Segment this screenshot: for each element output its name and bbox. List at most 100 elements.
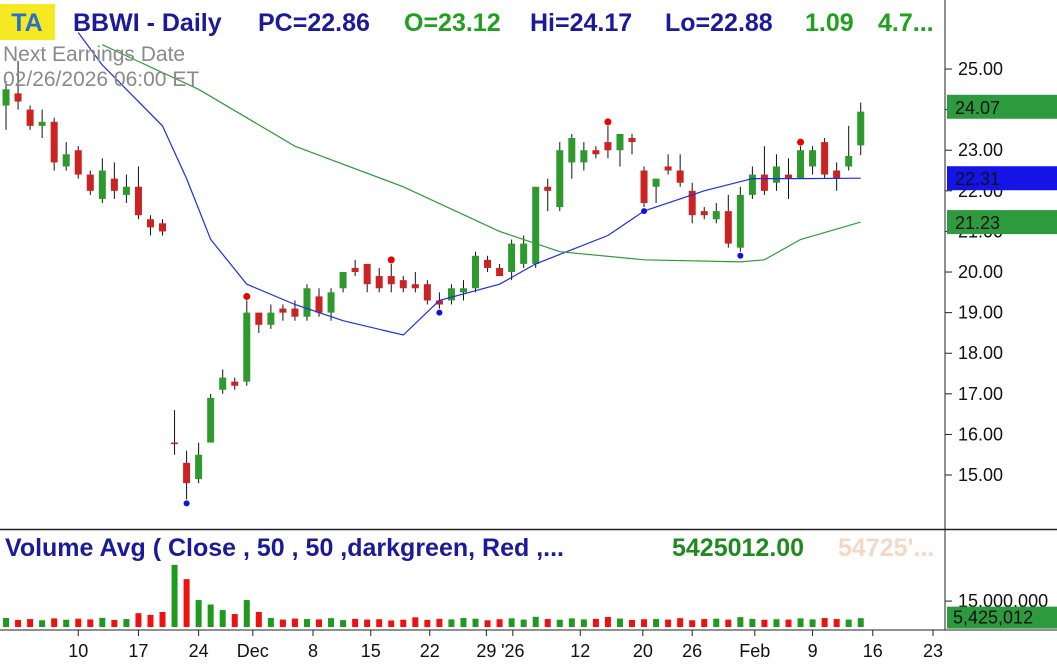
low-marker: [737, 252, 744, 259]
volume-bar: [749, 618, 756, 627]
candle-body: [821, 142, 829, 175]
volume-bar: [255, 611, 262, 627]
volume-bar: [111, 619, 118, 627]
candle-body: [833, 170, 841, 179]
candle-body: [351, 267, 359, 273]
price-plot: [2, 32, 865, 507]
x-tick-label: 26: [682, 641, 702, 661]
low-marker: [641, 208, 648, 215]
volume-bar: [629, 619, 636, 627]
volume-bar: [171, 564, 178, 627]
volume-bar: [51, 618, 58, 627]
volume-bar: [725, 619, 732, 627]
candle-body: [748, 174, 756, 195]
candle-body: [628, 138, 636, 143]
volume-bar: [689, 620, 696, 627]
high-marker: [797, 138, 805, 146]
candle-body: [640, 170, 648, 204]
candle-body: [712, 211, 720, 220]
candle-body: [327, 292, 335, 313]
header-stat: O=23.12: [404, 9, 501, 37]
low-marker: [436, 309, 443, 316]
chart-title: BBWI - Daily: [73, 9, 222, 37]
candle-body: [14, 93, 22, 102]
volume-bar: [328, 618, 335, 627]
volume-bar: [737, 617, 744, 627]
volume-bar: [556, 619, 563, 627]
price-flag-label: 21.23: [955, 213, 1000, 233]
x-tick-label: 22: [420, 641, 440, 661]
high-marker: [604, 118, 612, 126]
volume-bar: [448, 619, 455, 627]
candle-body: [387, 276, 395, 285]
volume-bar: [713, 618, 720, 627]
high-marker: [387, 256, 395, 264]
candle-body: [568, 138, 576, 163]
volume-bar: [75, 618, 82, 627]
volume-bar: [243, 600, 250, 627]
x-tick-label: Dec: [237, 641, 269, 661]
candle-body: [724, 211, 732, 244]
candle-body: [604, 142, 612, 151]
candle-body: [736, 194, 744, 248]
candle-body: [532, 186, 540, 264]
volume-bar: [123, 619, 130, 627]
candle-body: [146, 219, 154, 228]
candle-body: [231, 381, 239, 386]
volume-bar: [833, 619, 840, 627]
volume-bar: [496, 619, 503, 627]
candle-body: [845, 155, 853, 167]
volume-bar: [484, 620, 491, 627]
candle-body: [159, 223, 167, 232]
y-tick-label: 16.00: [958, 424, 1003, 444]
x-tick-label: 23: [923, 641, 943, 661]
candle-body: [2, 89, 10, 106]
volume-bar: [580, 619, 587, 627]
x-tick-label: 29: [476, 641, 496, 661]
candle-body: [688, 190, 696, 216]
candle-body: [171, 442, 179, 445]
volume-bar: [159, 611, 166, 627]
candle-body: [363, 263, 371, 285]
volume-bar: [99, 617, 106, 627]
candle-body: [459, 288, 467, 293]
volume-bar: [87, 619, 94, 627]
volume-bar: [508, 618, 515, 627]
volume-bar: [472, 618, 479, 627]
volume-bar: [857, 618, 864, 627]
volume-bar: [653, 619, 660, 627]
candle-body: [62, 154, 70, 167]
volume-bar: [195, 600, 202, 627]
volume-bar: [376, 619, 383, 627]
candle-body: [219, 377, 227, 390]
candle-body: [207, 397, 215, 443]
candle-body: [508, 243, 516, 273]
volume-bar: [147, 614, 154, 627]
candle-body: [496, 267, 504, 277]
volume-bar: [303, 619, 310, 627]
volume-bar: [809, 619, 816, 627]
volume-bar: [616, 618, 623, 627]
volume-bar: [520, 619, 527, 627]
x-tick-label: 20: [633, 641, 653, 661]
price-flag: [947, 166, 1057, 191]
y-tick-label: 15,000,000: [958, 591, 1048, 611]
low-marker: [183, 500, 190, 507]
volume-bar: [412, 617, 419, 627]
candle-body: [857, 111, 865, 146]
annotation: Next Earnings Date: [3, 43, 185, 66]
candle-body: [195, 454, 203, 480]
volume-bar: [424, 619, 431, 627]
candle-body: [291, 308, 299, 317]
candle-body: [315, 296, 323, 313]
volume-bar: [39, 620, 46, 627]
header-stat: Lo=22.88: [665, 9, 773, 37]
candle-body: [303, 288, 311, 317]
moving-average: [102, 44, 861, 263]
x-tick-label: 12: [570, 641, 590, 661]
volume-bar: [291, 618, 298, 627]
y-tick-label: 19.00: [958, 303, 1003, 323]
x-tick-label: 9: [808, 641, 818, 661]
